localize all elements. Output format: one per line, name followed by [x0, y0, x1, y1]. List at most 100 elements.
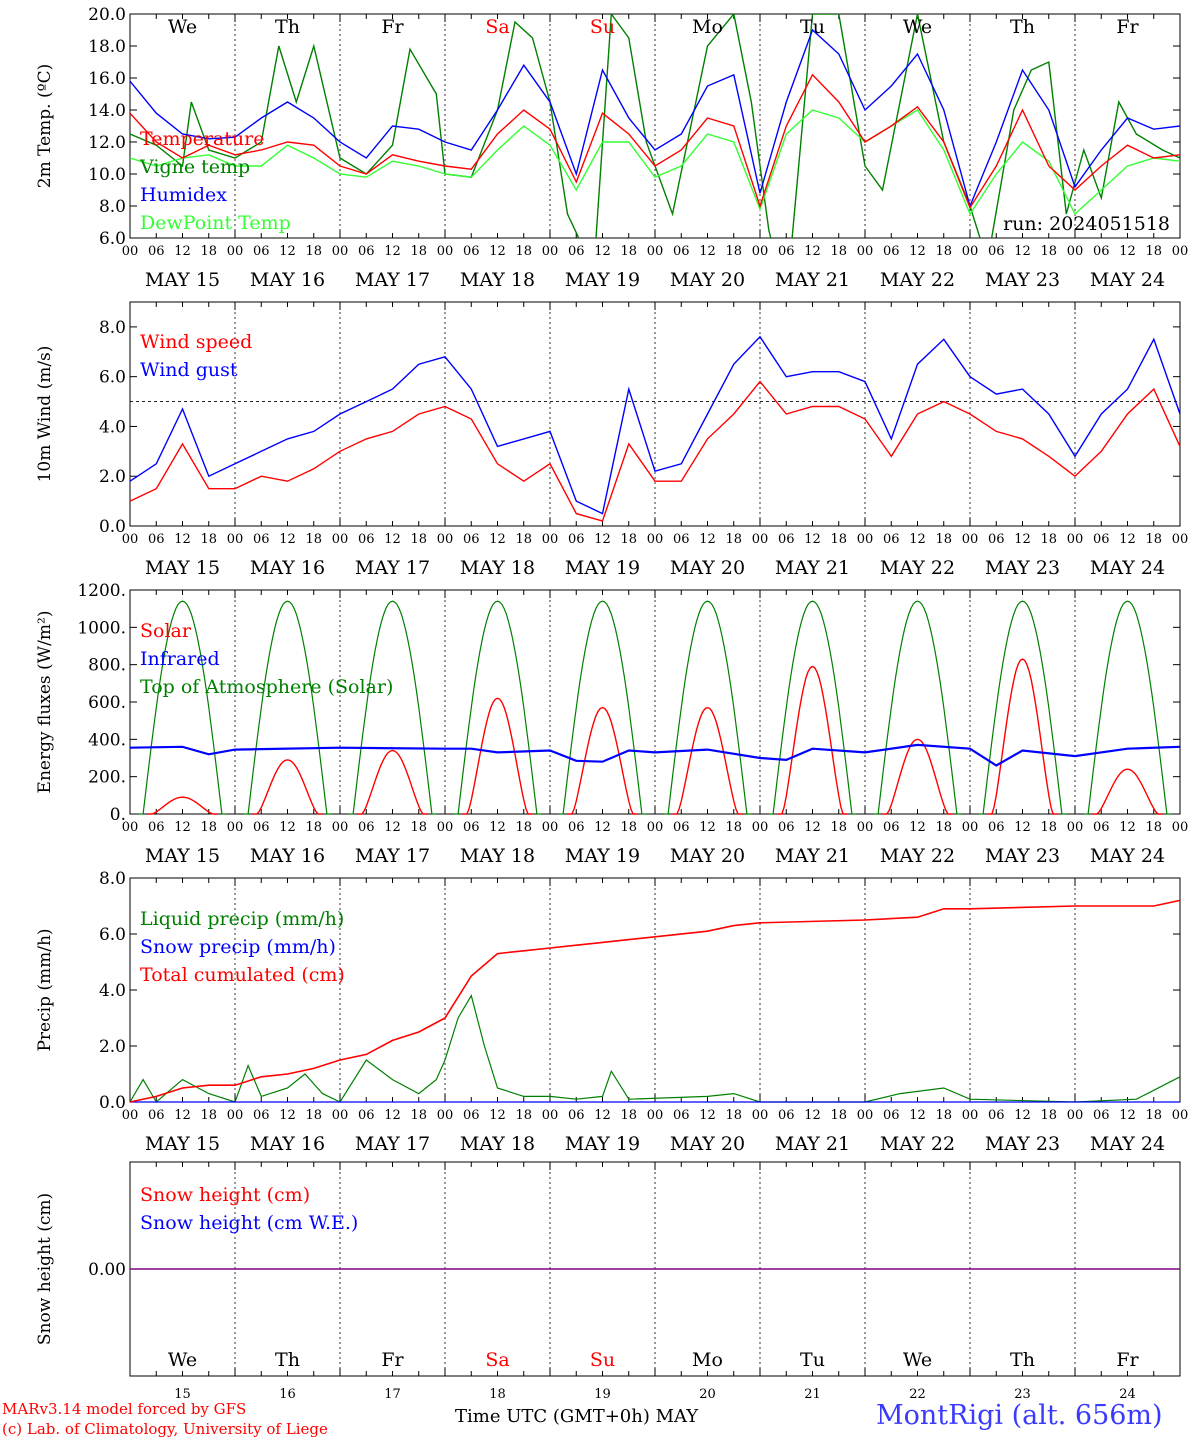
legend-wind-gust: Wind gust [140, 359, 238, 381]
hour-tick-label: 18 [515, 244, 532, 259]
hour-tick-label: 12 [1014, 1108, 1031, 1123]
hour-tick-label: 06 [988, 532, 1005, 547]
hour-tick-label: 18 [830, 244, 847, 259]
hour-tick-label: 18 [1145, 244, 1162, 259]
hour-tick-label: 06 [778, 1108, 795, 1123]
meteogram: 6.0 8.0 10.0 12.0 14.0 16.0 18.0 20.0 2m Temp. (… [35, 5, 1188, 1400]
hour-tick-label: 18 [620, 244, 637, 259]
hour-tick-label: 18 [410, 244, 427, 259]
y-tick-label: 200. [88, 768, 126, 788]
weekday-label: Th [1010, 1349, 1035, 1371]
hour-tick-label: 06 [358, 1108, 375, 1123]
hour-tick-label: 18 [410, 820, 427, 835]
y-tick-label: 12.0 [88, 133, 126, 153]
series-top-of-atmosphere-solar [138, 600, 227, 815]
hour-tick-label: 12 [384, 1108, 401, 1123]
hour-tick-label: 18 [830, 820, 847, 835]
day-number-label: 20 [699, 1387, 716, 1400]
day-number-label: 15 [174, 1387, 191, 1400]
hour-tick-label: 12 [384, 244, 401, 259]
hour-tick-label: 18 [830, 532, 847, 547]
hour-tick-label: 18 [935, 244, 952, 259]
y-axis-label: Energy fluxes (W/m²) [35, 611, 55, 794]
hour-tick-label: 06 [568, 532, 585, 547]
hour-tick-label: 18 [620, 532, 637, 547]
date-label: MAY 23 [985, 269, 1060, 291]
date-label: MAY 19 [565, 269, 640, 291]
y-tick-label: 6.0 [99, 925, 126, 945]
y-tick-label: 10.0 [88, 165, 126, 185]
y-tick-label: 16.0 [88, 69, 126, 89]
day-number-label: 16 [279, 1387, 296, 1400]
legend-snow-height-cm-: Snow height (cm) [140, 1184, 310, 1206]
hour-tick-label: 12 [279, 820, 296, 835]
hour-tick-label: 00 [857, 244, 874, 259]
series-group [130, 14, 1180, 238]
hour-tick-label: 06 [253, 1108, 270, 1123]
hour-tick-label: 06 [778, 820, 795, 835]
legend-snow-height-cm-w-e-: Snow height (cm W.E.) [140, 1212, 358, 1234]
hour-tick-label: 00 [227, 244, 244, 259]
hour-tick-label: 18 [830, 1108, 847, 1123]
y-axis-label: 10m Wind (m/s) [35, 346, 55, 483]
hour-tick-label: 06 [988, 820, 1005, 835]
date-label: MAY 22 [880, 557, 955, 579]
hour-tick-label: 00 [752, 820, 769, 835]
panel-2: 0. 200. 400. 600. 800. 1000. 1200. Energy fluxe… [35, 581, 1188, 867]
date-label: MAY 22 [880, 1133, 955, 1155]
hour-tick-label: 00 [1172, 1108, 1189, 1123]
hour-tick-label: 00 [227, 532, 244, 547]
hour-tick-label: 00 [857, 532, 874, 547]
legend-total-cumulated-cm-: Total cumulated (cm) [140, 964, 345, 986]
hour-tick-label: 12 [384, 532, 401, 547]
hour-tick-label: 00 [647, 532, 664, 547]
hour-tick-label: 00 [962, 532, 979, 547]
y-tick-label: 0.0 [99, 517, 126, 537]
day-number-label: 24 [1119, 1387, 1136, 1400]
hour-tick-label: 06 [148, 244, 165, 259]
hour-tick-label: 18 [200, 1108, 217, 1123]
hour-tick-label: 18 [305, 820, 322, 835]
hour-tick-label: 00 [752, 532, 769, 547]
y-tick-label: 0.00 [88, 1260, 126, 1280]
station-name: MontRigi (alt. 656m) [876, 1400, 1163, 1431]
panel-3: 0.0 2.0 4.0 6.0 8.0 Precip (mm/h) Liquid preci… [35, 869, 1188, 1155]
date-label: MAY 21 [775, 1133, 850, 1155]
series-solar [777, 665, 848, 815]
date-label: MAY 16 [250, 845, 325, 867]
weekday-label: Th [275, 1349, 300, 1371]
hour-tick-label: 18 [935, 1108, 952, 1123]
y-tick-label: 6.0 [99, 229, 126, 249]
weekday-label: Fr [1116, 1349, 1139, 1371]
weekday-label: We [168, 1349, 197, 1371]
y-tick-label: 2.0 [99, 1037, 126, 1057]
weekday-label: We [903, 1349, 932, 1371]
hour-tick-label: 00 [122, 820, 139, 835]
y-tick-label: 4.0 [99, 417, 126, 437]
hour-tick-label: 12 [594, 820, 611, 835]
hour-tick-label: 12 [1119, 820, 1136, 835]
hour-tick-label: 06 [883, 820, 900, 835]
date-label: MAY 16 [250, 269, 325, 291]
hour-tick-label: 12 [489, 1108, 506, 1123]
weekday-label: Tu [800, 1349, 825, 1371]
legend-temperature: Temperature [140, 128, 264, 150]
hour-tick-label: 00 [542, 532, 559, 547]
hour-tick-label: 18 [305, 244, 322, 259]
weekday-label: Fr [1116, 16, 1139, 38]
date-label: MAY 23 [985, 845, 1060, 867]
hour-tick-label: 06 [358, 244, 375, 259]
panel-0: 6.0 8.0 10.0 12.0 14.0 16.0 18.0 20.0 2m Temp. (… [35, 5, 1188, 291]
hour-tick-label: 12 [909, 1108, 926, 1123]
hour-tick-label: 06 [148, 1108, 165, 1123]
lab-credit: (c) Lab. of Climatology, University of L… [2, 1420, 328, 1438]
series-solar [357, 749, 428, 815]
hour-tick-label: 12 [489, 532, 506, 547]
y-tick-label: 8.0 [99, 197, 126, 217]
weekday-label: Sa [485, 1349, 509, 1371]
hour-tick-label: 18 [1145, 1108, 1162, 1123]
day-number-label: 19 [594, 1387, 611, 1400]
hour-tick-label: 18 [200, 532, 217, 547]
hour-tick-label: 00 [647, 1108, 664, 1123]
hour-tick-label: 00 [1067, 532, 1084, 547]
